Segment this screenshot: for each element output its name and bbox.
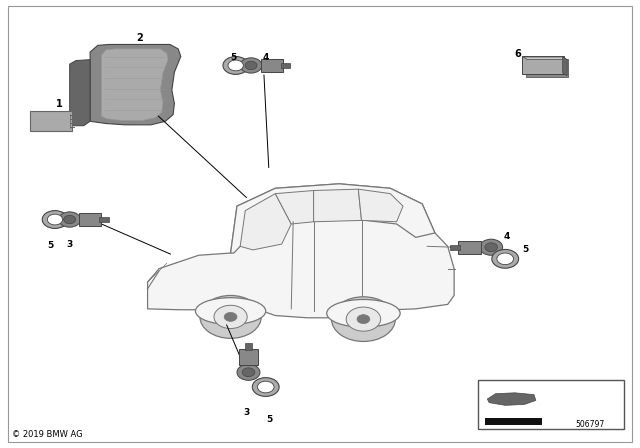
Circle shape — [497, 253, 513, 265]
Circle shape — [346, 307, 381, 331]
Polygon shape — [523, 57, 567, 60]
Polygon shape — [240, 194, 291, 250]
Circle shape — [224, 312, 237, 321]
Text: 3: 3 — [243, 408, 250, 417]
Text: 5: 5 — [266, 415, 272, 424]
Text: 6: 6 — [515, 49, 521, 59]
Circle shape — [357, 314, 370, 323]
Circle shape — [492, 250, 518, 268]
Polygon shape — [102, 49, 168, 121]
Text: 5: 5 — [47, 241, 54, 250]
Circle shape — [59, 212, 81, 227]
Text: 1: 1 — [56, 99, 63, 109]
Polygon shape — [314, 189, 362, 222]
Circle shape — [240, 58, 262, 73]
Text: 5: 5 — [522, 246, 529, 254]
Polygon shape — [275, 190, 314, 224]
Text: 5: 5 — [230, 53, 237, 62]
FancyBboxPatch shape — [99, 217, 109, 222]
FancyBboxPatch shape — [239, 349, 258, 365]
Circle shape — [252, 378, 279, 396]
Polygon shape — [563, 57, 567, 76]
Polygon shape — [70, 60, 90, 126]
Circle shape — [245, 61, 257, 69]
Circle shape — [200, 296, 261, 338]
Ellipse shape — [195, 297, 266, 324]
Circle shape — [42, 211, 68, 228]
Text: 4: 4 — [262, 53, 269, 62]
FancyBboxPatch shape — [458, 241, 481, 254]
FancyBboxPatch shape — [79, 213, 101, 226]
FancyBboxPatch shape — [244, 343, 252, 350]
Circle shape — [242, 368, 255, 377]
Circle shape — [47, 214, 63, 225]
FancyBboxPatch shape — [30, 111, 72, 131]
Text: © 2019 BMW AG: © 2019 BMW AG — [12, 430, 83, 439]
FancyBboxPatch shape — [450, 245, 460, 250]
Polygon shape — [230, 184, 435, 253]
Circle shape — [63, 215, 76, 224]
Text: 3: 3 — [67, 240, 73, 249]
FancyBboxPatch shape — [484, 418, 542, 425]
Circle shape — [237, 364, 260, 380]
Circle shape — [228, 60, 243, 71]
Text: 2: 2 — [136, 33, 143, 43]
Circle shape — [485, 243, 497, 252]
FancyBboxPatch shape — [522, 56, 564, 74]
Polygon shape — [90, 44, 180, 125]
Text: 506797: 506797 — [575, 419, 605, 429]
FancyBboxPatch shape — [281, 63, 291, 68]
FancyBboxPatch shape — [478, 380, 624, 430]
Polygon shape — [358, 189, 403, 222]
FancyBboxPatch shape — [526, 59, 568, 77]
FancyBboxPatch shape — [260, 59, 283, 72]
Circle shape — [214, 305, 247, 328]
Circle shape — [257, 381, 274, 393]
Ellipse shape — [326, 299, 400, 327]
Circle shape — [223, 56, 248, 74]
Polygon shape — [148, 184, 454, 318]
Circle shape — [332, 297, 396, 341]
Circle shape — [479, 239, 502, 255]
Polygon shape — [487, 393, 536, 405]
Text: 4: 4 — [503, 232, 509, 241]
